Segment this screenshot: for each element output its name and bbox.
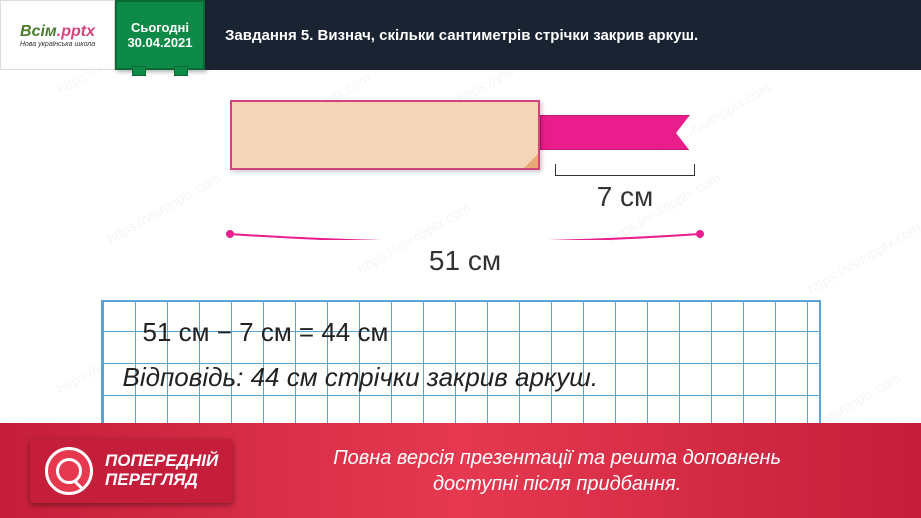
diagram-area: 7 см 51 см xyxy=(0,80,921,290)
answer-grid: 51 см − 7 см = 44 см Відповідь: 44 см ст… xyxy=(101,300,821,430)
answer-text: Відповідь: 44 см стрічки закрив аркуш. xyxy=(123,362,599,393)
measure-51-label: 51 см xyxy=(230,245,700,277)
logo-box: Всім.pptx Нова українська школа xyxy=(0,0,115,70)
logo-brand: Всім xyxy=(20,23,57,40)
dot-right xyxy=(696,230,704,238)
measure-7cm: 7 см xyxy=(555,175,695,213)
paper-fold-icon xyxy=(524,154,538,168)
header: Всім.pptx Нова українська школа Сьогодні… xyxy=(0,0,921,70)
preview-line1: ПОПЕРЕДНІЙ xyxy=(105,452,218,471)
preview-text: ПОПЕРЕДНІЙ ПЕРЕГЛЯД xyxy=(105,452,218,489)
preview-badge: ПОПЕРЕДНІЙ ПЕРЕГЛЯД xyxy=(30,439,233,503)
arc-svg xyxy=(230,220,700,240)
banner-line1: Повна версія презентації та решта доповн… xyxy=(233,445,881,471)
logo-subtitle: Нова українська школа xyxy=(20,41,95,48)
date-label: Сьогодні xyxy=(131,20,189,35)
ribbon-shape xyxy=(540,115,690,150)
preview-line2: ПЕРЕГЛЯД xyxy=(105,471,218,490)
measure-7-line xyxy=(555,175,695,176)
dot-left xyxy=(226,230,234,238)
task-header: Завдання 5. Визнач, скільки сантиметрів … xyxy=(205,0,921,70)
magnify-icon xyxy=(45,447,93,495)
logo-main: Всім.pptx xyxy=(20,23,95,41)
paper-rect xyxy=(230,100,540,170)
logo-ext: .pptx xyxy=(57,23,95,40)
banner-message: Повна версія презентації та решта доповн… xyxy=(233,445,921,497)
calculation-text: 51 см − 7 см = 44 см xyxy=(143,317,389,348)
measure-51cm: 51 см xyxy=(230,220,700,277)
arc-line xyxy=(230,220,700,240)
bottom-banner: ПОПЕРЕДНІЙ ПЕРЕГЛЯД Повна версія презент… xyxy=(0,423,921,518)
date-badge: Сьогодні 30.04.2021 xyxy=(115,0,205,70)
date-value: 30.04.2021 xyxy=(127,35,192,50)
measure-7-label: 7 см xyxy=(555,181,695,213)
banner-line2: доступні після придбання. xyxy=(233,471,881,497)
task-title: Завдання 5. Визнач, скільки сантиметрів … xyxy=(225,27,698,44)
